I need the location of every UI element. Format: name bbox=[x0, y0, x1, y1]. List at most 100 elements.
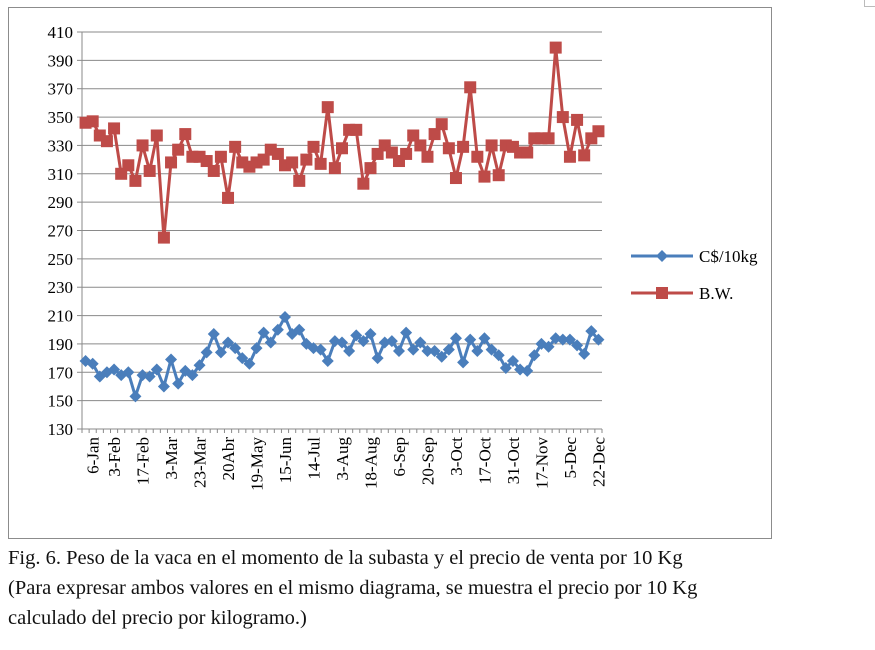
y-tick-label: 370 bbox=[48, 80, 74, 99]
data-point bbox=[157, 380, 170, 393]
data-point bbox=[129, 390, 142, 403]
data-point bbox=[464, 81, 477, 94]
y-tick-label: 290 bbox=[48, 193, 74, 212]
data-point bbox=[222, 336, 235, 349]
data-point bbox=[457, 356, 470, 369]
data-point bbox=[556, 111, 569, 124]
x-tick-label: 18-Aug bbox=[361, 437, 380, 489]
data-point bbox=[279, 310, 292, 323]
x-tick-label: 20-Sep bbox=[418, 437, 437, 485]
data-point bbox=[464, 333, 477, 346]
data-point bbox=[521, 364, 534, 377]
data-point bbox=[571, 339, 584, 352]
legend: C$/10kg B.W. bbox=[631, 247, 758, 303]
x-tick-label: 3-Aug bbox=[333, 437, 352, 481]
data-point bbox=[435, 118, 448, 131]
page-corner-mark bbox=[864, 0, 875, 7]
y-tick-label: 270 bbox=[48, 222, 74, 241]
data-point bbox=[400, 326, 413, 339]
data-point bbox=[165, 353, 178, 366]
data-point bbox=[300, 153, 313, 166]
data-point bbox=[150, 129, 163, 142]
legend-marker bbox=[656, 250, 668, 262]
data-point bbox=[471, 150, 484, 163]
y-tick-label: 190 bbox=[48, 335, 74, 354]
data-point bbox=[400, 147, 413, 160]
data-point bbox=[179, 128, 192, 141]
data-point bbox=[143, 370, 156, 383]
data-point bbox=[506, 354, 519, 367]
data-point bbox=[200, 346, 213, 359]
data-point bbox=[528, 349, 541, 362]
data-point bbox=[136, 139, 149, 152]
data-point bbox=[264, 336, 277, 349]
x-tick-label: 17-Nov bbox=[532, 437, 551, 489]
data-point bbox=[457, 140, 470, 153]
data-point bbox=[165, 156, 178, 169]
data-point bbox=[578, 149, 591, 162]
data-point bbox=[442, 343, 455, 356]
x-tick-label: 17-Oct bbox=[475, 437, 494, 484]
data-point bbox=[371, 352, 384, 365]
data-point bbox=[492, 169, 505, 182]
grid-lines bbox=[82, 31, 602, 430]
data-point bbox=[150, 363, 163, 376]
line-chart: 130 150 170 190 210 230 250 270 290 310 330 350 370 3… bbox=[48, 23, 759, 491]
data-point bbox=[407, 129, 420, 142]
chart-frame: 130 150 170 190 210 230 250 270 290 310 330 350 370 3… bbox=[8, 7, 772, 539]
data-point bbox=[350, 123, 363, 136]
data-point bbox=[385, 335, 398, 348]
data-point bbox=[357, 335, 370, 348]
legend-label: B.W. bbox=[699, 284, 733, 303]
legend-item: B.W. bbox=[631, 284, 733, 303]
data-point bbox=[207, 328, 220, 341]
data-point bbox=[214, 346, 227, 359]
data-point bbox=[129, 174, 142, 187]
x-tick-label: 20Abr bbox=[219, 437, 238, 481]
data-point bbox=[193, 359, 206, 372]
data-point bbox=[549, 41, 562, 54]
data-point bbox=[200, 155, 213, 168]
data-point bbox=[286, 156, 299, 169]
y-axis: 130 150 170 190 210 230 250 270 290 310 330 350 370 3… bbox=[48, 23, 83, 439]
data-point bbox=[157, 231, 170, 244]
data-point bbox=[86, 115, 99, 128]
data-point bbox=[122, 159, 135, 172]
caption-line-2: (Para expresar ambos valores en el mismo… bbox=[8, 577, 698, 599]
data-point bbox=[350, 329, 363, 342]
data-point bbox=[471, 345, 484, 358]
data-point bbox=[492, 349, 505, 362]
x-tick-label: 3-Feb bbox=[105, 437, 124, 477]
data-point bbox=[435, 350, 448, 363]
data-point bbox=[257, 153, 270, 166]
x-tick-label: 15-Jun bbox=[276, 437, 295, 484]
data-point bbox=[172, 143, 185, 156]
data-point bbox=[421, 150, 434, 163]
data-point bbox=[499, 362, 512, 375]
x-axis: 6-Jan 3-Feb 17-Feb 3-Mar 23-Mar 20Abr 19-May 15… bbox=[81, 429, 608, 491]
data-point bbox=[108, 122, 121, 135]
x-tick-label: 31-Oct bbox=[504, 437, 523, 484]
data-point bbox=[321, 101, 334, 114]
data-point bbox=[449, 332, 462, 345]
series-c-per-10kg bbox=[79, 310, 605, 403]
data-point bbox=[364, 162, 377, 175]
data-point bbox=[122, 366, 135, 379]
data-point bbox=[336, 142, 348, 155]
x-tick-label: 19-May bbox=[248, 437, 267, 491]
data-point bbox=[293, 174, 306, 187]
caption-line-3: calculado del precio por kilogramo.) bbox=[8, 607, 307, 629]
data-point bbox=[521, 146, 534, 159]
data-point bbox=[343, 345, 356, 358]
data-point bbox=[542, 340, 555, 353]
data-point bbox=[449, 172, 462, 185]
y-tick-label: 310 bbox=[48, 165, 74, 184]
legend-label: C$/10kg bbox=[699, 247, 758, 266]
legend-item: C$/10kg bbox=[631, 247, 758, 266]
data-point bbox=[222, 191, 235, 204]
x-tick-label: 6-Sep bbox=[390, 437, 409, 477]
y-tick-label: 350 bbox=[48, 108, 74, 127]
figure-caption: Fig. 6. Peso de la vaca en el momento de… bbox=[8, 543, 868, 633]
data-point bbox=[592, 125, 605, 138]
data-point bbox=[257, 326, 270, 339]
